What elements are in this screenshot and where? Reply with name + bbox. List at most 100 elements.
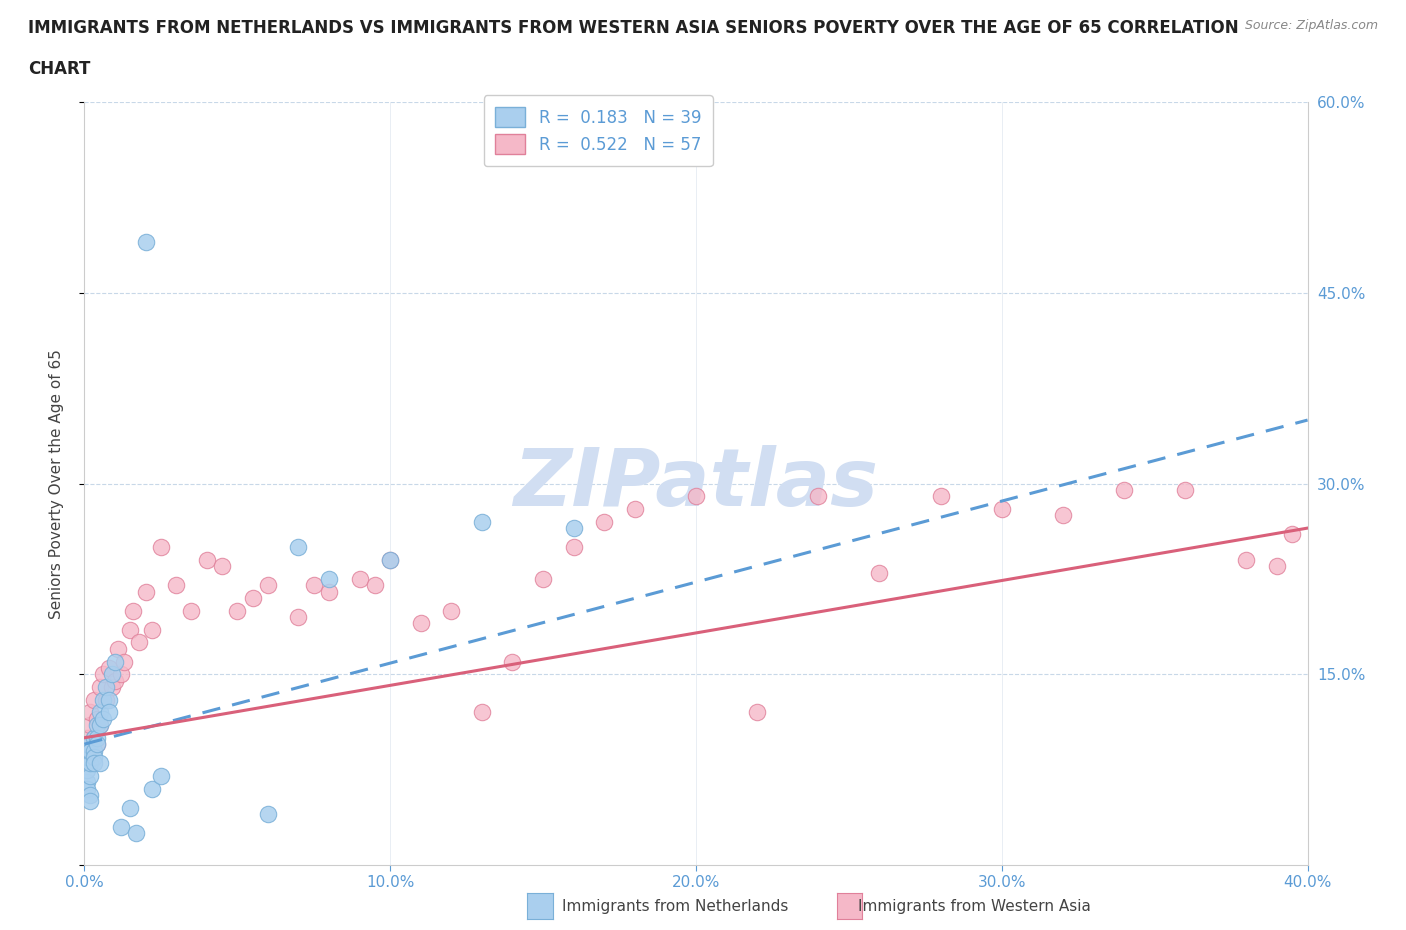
- Point: [747, 705, 769, 720]
- Point: [380, 552, 402, 567]
- Point: [141, 781, 163, 796]
- Point: [364, 578, 387, 592]
- Point: [110, 819, 132, 834]
- Point: [86, 718, 108, 733]
- Point: [195, 552, 218, 567]
- Point: [101, 667, 124, 682]
- Point: [79, 788, 101, 803]
- Point: [128, 635, 150, 650]
- Point: [242, 591, 264, 605]
- Point: [76, 737, 98, 751]
- Point: [141, 622, 163, 637]
- Point: [135, 584, 157, 599]
- Point: [79, 743, 101, 758]
- Point: [1281, 527, 1303, 542]
- Point: [79, 705, 101, 720]
- Point: [97, 692, 120, 707]
- Point: [257, 806, 280, 821]
- Point: [76, 750, 98, 764]
- Point: [287, 539, 309, 554]
- Point: [89, 718, 111, 733]
- Point: [409, 616, 432, 631]
- Point: [76, 743, 98, 758]
- Point: [107, 642, 129, 657]
- Point: [89, 756, 111, 771]
- Point: [76, 781, 98, 796]
- Point: [471, 514, 494, 529]
- Point: [1236, 552, 1258, 567]
- Point: [76, 763, 98, 777]
- Point: [125, 826, 148, 841]
- Point: [79, 768, 101, 783]
- Point: [318, 584, 340, 599]
- Text: Source: ZipAtlas.com: Source: ZipAtlas.com: [1244, 19, 1378, 32]
- Point: [89, 718, 111, 733]
- Point: [211, 559, 233, 574]
- Point: [440, 604, 463, 618]
- Y-axis label: Seniors Poverty Over the Age of 65: Seniors Poverty Over the Age of 65: [49, 349, 63, 618]
- Point: [112, 654, 135, 669]
- Text: IMMIGRANTS FROM NETHERLANDS VS IMMIGRANTS FROM WESTERN ASIA SENIORS POVERTY OVER: IMMIGRANTS FROM NETHERLANDS VS IMMIGRANT…: [28, 19, 1239, 36]
- Point: [929, 489, 952, 504]
- Point: [97, 660, 120, 675]
- Text: Immigrants from Netherlands: Immigrants from Netherlands: [562, 899, 789, 914]
- Point: [180, 604, 202, 618]
- Point: [91, 711, 114, 726]
- Point: [135, 234, 157, 249]
- Text: ZIPatlas: ZIPatlas: [513, 445, 879, 523]
- Point: [531, 571, 554, 587]
- Point: [94, 680, 117, 695]
- Point: [89, 680, 111, 695]
- Point: [380, 552, 402, 567]
- Point: [1114, 483, 1136, 498]
- Point: [104, 673, 127, 688]
- Point: [83, 743, 105, 758]
- Point: [76, 775, 98, 790]
- Point: [89, 705, 111, 720]
- Legend: R =  0.183   N = 39, R =  0.522   N = 57: R = 0.183 N = 39, R = 0.522 N = 57: [484, 96, 713, 166]
- Point: [349, 571, 371, 587]
- Point: [79, 756, 101, 771]
- Point: [91, 667, 114, 682]
- Point: [302, 578, 325, 592]
- Point: [120, 800, 142, 815]
- Point: [83, 730, 105, 745]
- Point: [91, 692, 114, 707]
- Point: [83, 756, 105, 771]
- Point: [624, 501, 647, 516]
- Point: [149, 768, 172, 783]
- Point: [86, 737, 108, 751]
- Point: [165, 578, 187, 592]
- Point: [562, 521, 585, 536]
- Point: [79, 794, 101, 809]
- Text: Immigrants from Western Asia: Immigrants from Western Asia: [858, 899, 1091, 914]
- Point: [1174, 483, 1197, 498]
- Point: [83, 692, 105, 707]
- Point: [83, 730, 105, 745]
- Point: [593, 514, 616, 529]
- Point: [685, 489, 707, 504]
- Text: CHART: CHART: [28, 60, 90, 78]
- Point: [94, 692, 117, 707]
- Point: [869, 565, 891, 580]
- Point: [120, 622, 142, 637]
- Point: [86, 737, 108, 751]
- Point: [807, 489, 830, 504]
- Point: [226, 604, 249, 618]
- Point: [83, 750, 105, 764]
- Point: [502, 654, 524, 669]
- Point: [287, 610, 309, 625]
- Point: [257, 578, 280, 592]
- Point: [79, 718, 101, 733]
- Point: [562, 539, 585, 554]
- Point: [86, 711, 108, 726]
- Point: [1265, 559, 1288, 574]
- Point: [1052, 508, 1074, 523]
- Point: [110, 667, 132, 682]
- Point: [318, 571, 340, 587]
- Point: [991, 501, 1014, 516]
- Point: [149, 539, 172, 554]
- Point: [97, 705, 120, 720]
- Point: [86, 730, 108, 745]
- Point: [76, 730, 98, 745]
